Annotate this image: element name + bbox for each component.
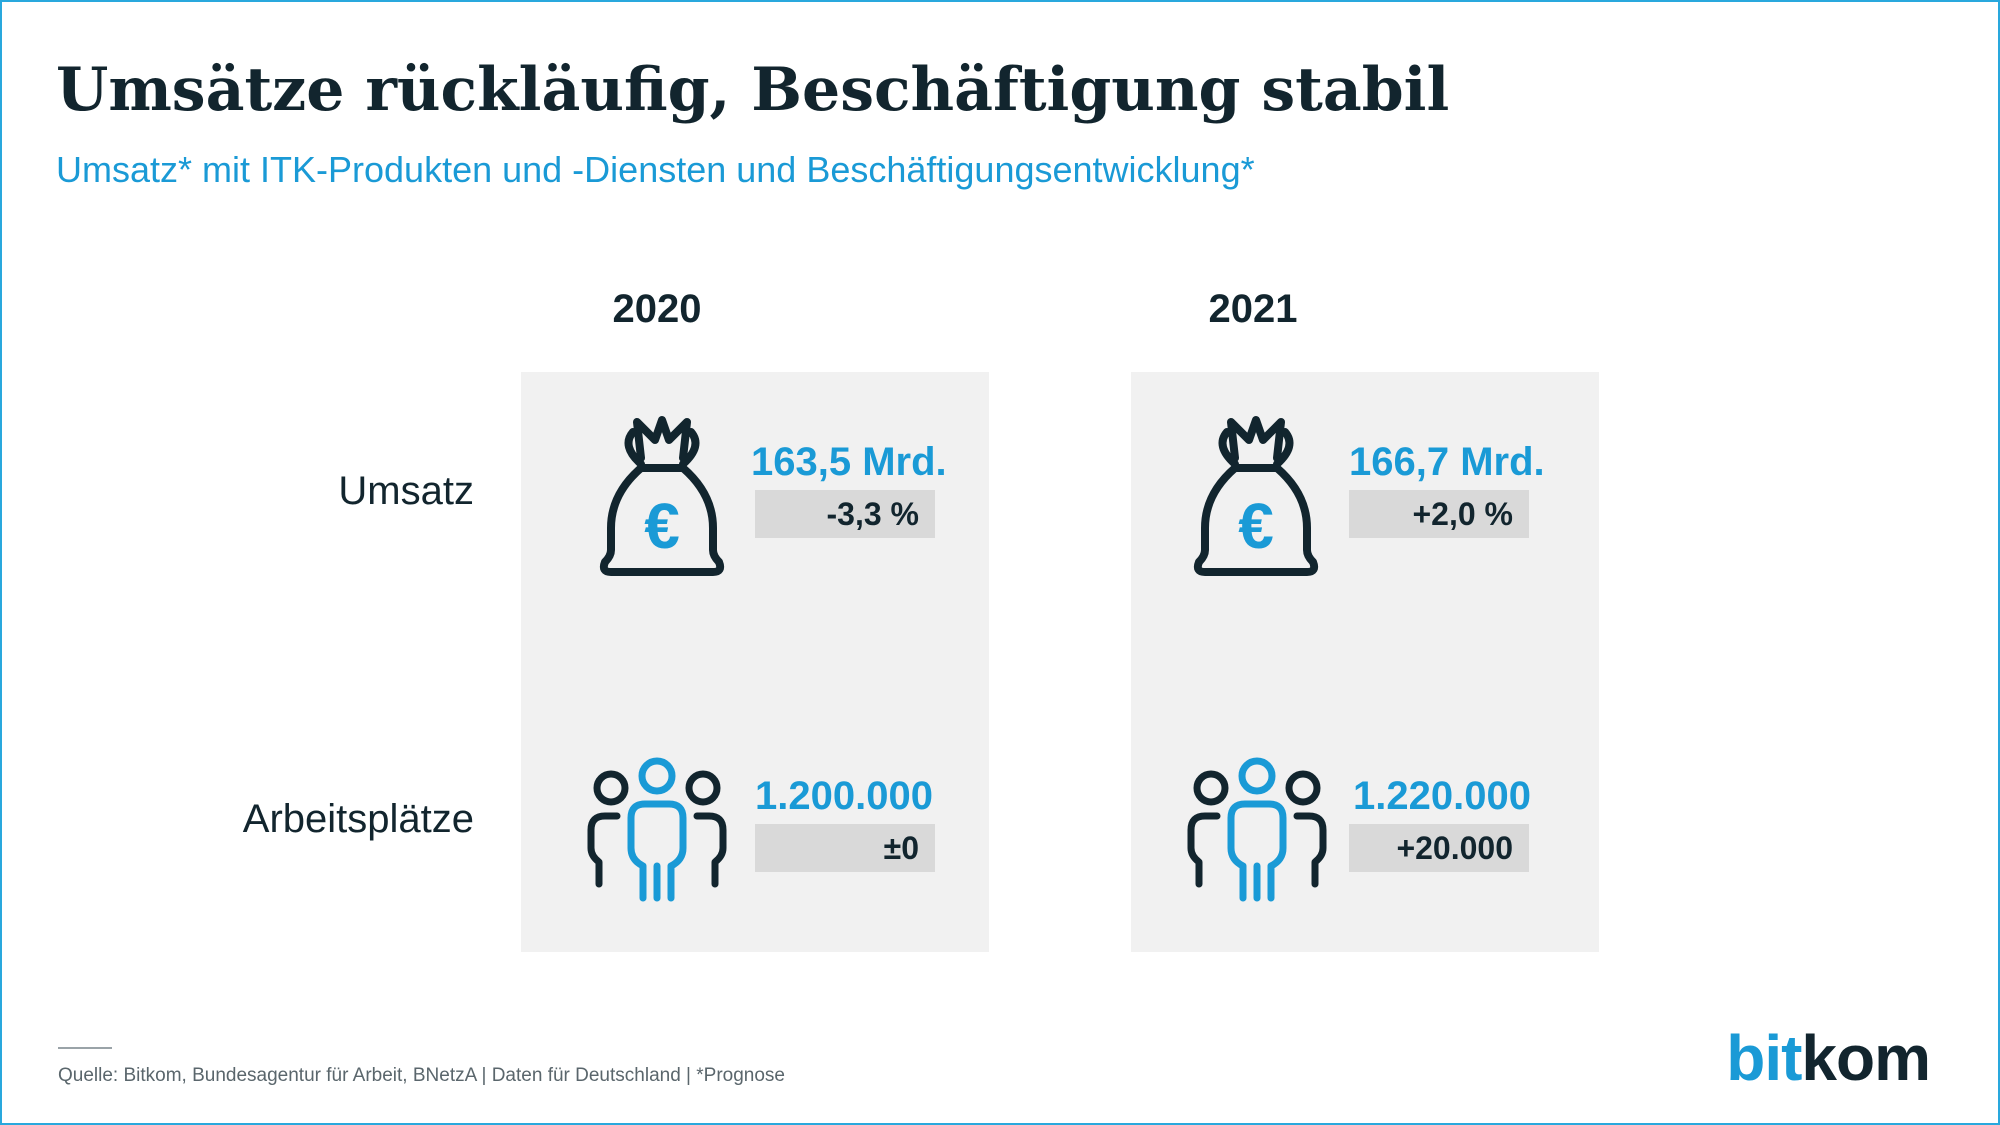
jobs-value-2020: 1.200.000: [755, 774, 933, 818]
money-bag-euro-icon: €: [599, 416, 725, 576]
jobs-value-2021: 1.220.000: [1353, 774, 1531, 818]
money-bag-euro-icon: €: [1193, 416, 1319, 576]
year-panel-2021: € 166,7 Mrd. +2,0 % 1.220.000 +20.000: [1131, 372, 1599, 952]
logo-part-kom: kom: [1801, 1022, 1931, 1094]
source-divider: [58, 1047, 112, 1049]
people-group-icon: [1187, 757, 1327, 902]
umsatz-change-2020: -3,3 %: [755, 490, 935, 538]
jobs-change-2020: ±0: [755, 824, 935, 872]
page-subtitle: Umsatz* mit ITK-Produkten und -Diensten …: [56, 149, 1255, 190]
year-heading-2021: 2021: [1208, 287, 1298, 331]
euro-symbol: €: [1238, 490, 1274, 562]
euro-symbol: €: [644, 490, 680, 562]
logo-part-bit: bit: [1726, 1022, 1802, 1094]
umsatz-value-2021: 166,7 Mrd.: [1349, 440, 1545, 484]
year-panel-2020: € 163,5 Mrd. -3,3 % 1.200.000 ±0: [521, 372, 989, 952]
page-title: Umsätze rückläufig, Beschäftigung stabil: [56, 55, 1450, 125]
people-group-icon: [587, 757, 727, 902]
row-label-arbeitsplaetze: Arbeitsplätze: [242, 797, 474, 841]
umsatz-change-2021: +2,0 %: [1349, 490, 1529, 538]
umsatz-value-2020: 163,5 Mrd.: [751, 440, 947, 484]
bitkom-logo: bitkom: [1726, 1018, 1931, 1098]
source-note: Quelle: Bitkom, Bundesagentur für Arbeit…: [58, 1065, 785, 1086]
year-heading-2020: 2020: [612, 287, 702, 331]
jobs-change-2021: +20.000: [1349, 824, 1529, 872]
row-label-umsatz: Umsatz: [338, 469, 474, 513]
